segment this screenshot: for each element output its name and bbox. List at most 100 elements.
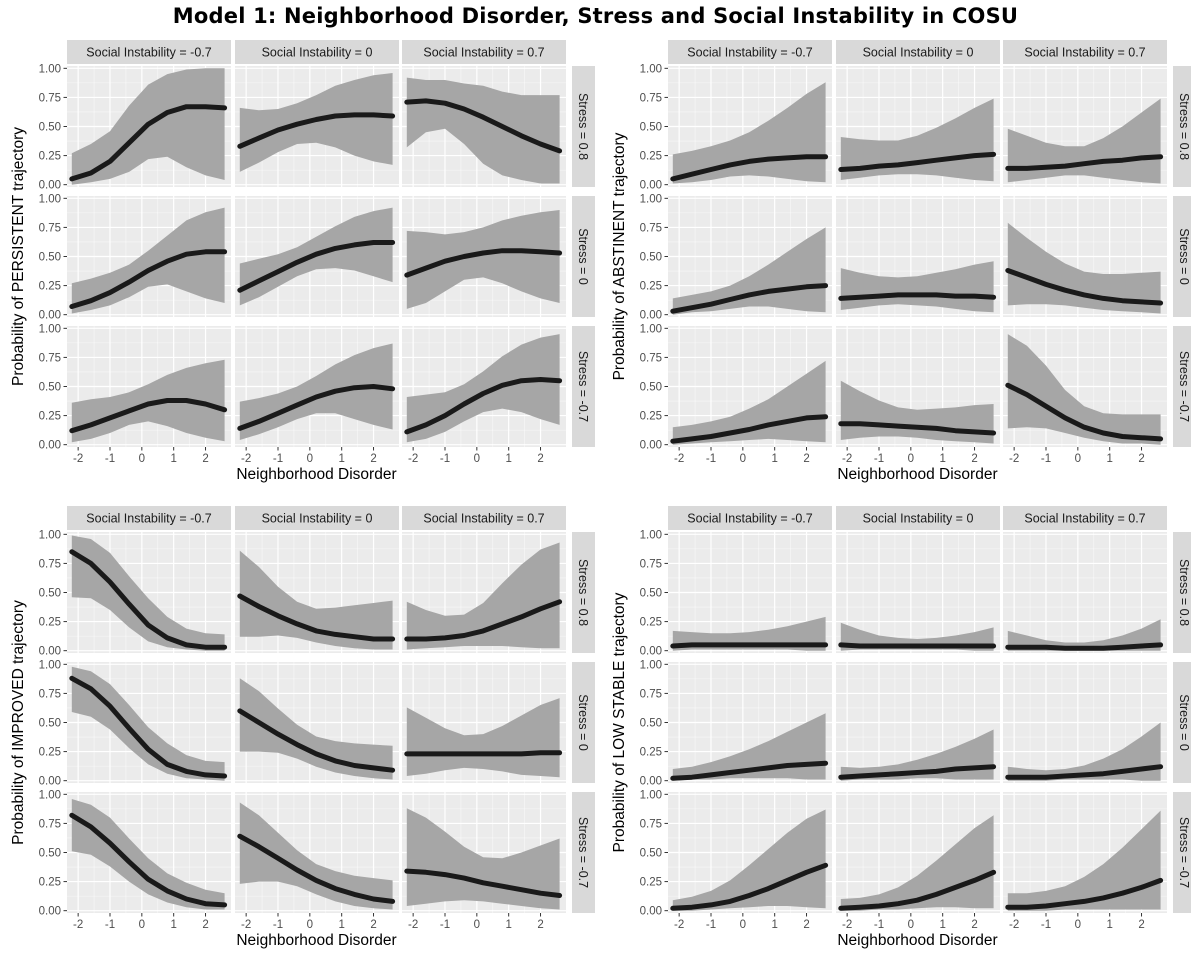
x-tick-label: -1	[1041, 919, 1051, 931]
row-strip	[1173, 66, 1191, 187]
x-tick-label: -2	[241, 453, 251, 465]
y-tick-label: 1.00	[39, 659, 61, 671]
x-tick-label: 2	[803, 453, 809, 465]
series-line	[670, 414, 829, 444]
series-line	[838, 869, 997, 911]
facet-panel	[836, 326, 1000, 447]
y-tick-label: 0.25	[39, 151, 61, 163]
series-line	[1005, 642, 1164, 651]
row-strip	[572, 326, 595, 447]
facet-panel	[836, 66, 1000, 187]
x-tick-label: -1	[105, 453, 115, 465]
x-tick-label: -2	[674, 919, 684, 931]
y-tick-label: 0.25	[39, 617, 61, 629]
column-strip	[67, 40, 231, 64]
series-line	[404, 377, 563, 435]
row-strip	[572, 66, 595, 187]
chart-group-2: Social Instability = -0.7 Social Instabil…	[611, 40, 1191, 483]
x-tick-label: -1	[706, 919, 716, 931]
confidence-ribbon	[1007, 810, 1161, 911]
x-tick-label: -1	[874, 919, 884, 931]
y-tick-label: 0.50	[640, 252, 662, 264]
y-axis-title: Probability of LOW STABLE trajectory	[611, 592, 628, 852]
x-tick-label: -1	[874, 453, 884, 465]
x-tick-label: 1	[771, 919, 777, 931]
facet-panel	[67, 532, 231, 653]
x-tick-label: -2	[1009, 919, 1019, 931]
series-line	[404, 750, 563, 757]
row-strip	[1173, 532, 1191, 653]
series-line	[404, 599, 563, 642]
facet-panel	[1003, 326, 1167, 447]
x-tick-label: 2	[803, 919, 809, 931]
x-tick-label: -2	[73, 453, 83, 465]
x-tick-label: 2	[370, 919, 376, 931]
y-tick-label: 0.00	[39, 440, 61, 452]
y-tick-label: 0.00	[640, 776, 662, 788]
y-tick-label: 0.75	[39, 558, 61, 570]
x-tick-label: 2	[202, 453, 208, 465]
x-tick-label: 1	[170, 453, 176, 465]
column-strip	[1003, 40, 1167, 64]
y-tick-label: 0.75	[640, 222, 662, 234]
confidence-ribbon	[71, 359, 225, 443]
facet-panel	[235, 196, 399, 317]
x-tick-label: 0	[307, 919, 313, 931]
y-tick-label: 1.00	[39, 323, 61, 335]
y-axis-title: Probability of PERSISTENT trajectory	[10, 127, 27, 386]
y-tick-label: 0.00	[39, 776, 61, 788]
x-tick-label: 2	[202, 919, 208, 931]
y-tick-label: 0.00	[640, 906, 662, 918]
series-line	[404, 868, 563, 898]
x-tick-label: 1	[939, 453, 945, 465]
facet-panel	[836, 196, 1000, 317]
x-tick-label: 2	[971, 453, 977, 465]
x-tick-label: -1	[440, 453, 450, 465]
facet-panel	[402, 662, 566, 783]
x-tick-label: 0	[1075, 919, 1081, 931]
x-tick-label: 2	[1138, 453, 1144, 465]
x-tick-label: 0	[139, 919, 145, 931]
facet-panel	[1003, 66, 1167, 187]
y-tick-label: 1.00	[39, 63, 61, 75]
facet-panel	[1003, 532, 1167, 653]
series-line	[69, 249, 228, 309]
x-tick-label: 0	[1075, 453, 1081, 465]
y-tick-label: 1.00	[640, 63, 662, 75]
row-strip	[572, 662, 595, 783]
facet-panel	[836, 532, 1000, 653]
row-strip	[572, 532, 595, 653]
facet-panel	[402, 66, 566, 187]
y-tick-label: 1.00	[640, 193, 662, 205]
facet-panel	[235, 532, 399, 653]
column-strip	[668, 506, 832, 530]
y-tick-label: 1.00	[640, 789, 662, 801]
facet-panel	[1003, 662, 1167, 783]
y-tick-label: 0.50	[640, 122, 662, 134]
column-strip	[836, 506, 1000, 530]
facet-panel	[402, 792, 566, 913]
row-strip-label: Stress = 0	[576, 228, 590, 285]
series-line	[838, 421, 997, 436]
column-strip-label: Social Instability = 0.7	[423, 512, 544, 526]
row-strip-label: Stress = -0.7	[576, 817, 590, 888]
row-strip	[572, 792, 595, 913]
x-tick-label: 1	[170, 919, 176, 931]
column-strip	[1003, 506, 1167, 530]
y-tick-label: 1.00	[640, 529, 662, 541]
series-line	[670, 283, 829, 314]
series-line	[1005, 382, 1164, 442]
x-tick-label: 0	[474, 919, 480, 931]
y-tick-label: 0.75	[39, 92, 61, 104]
series-line	[69, 549, 228, 650]
x-tick-label: 1	[505, 919, 511, 931]
facet-panel	[1003, 792, 1167, 913]
x-tick-label: 0	[740, 919, 746, 931]
column-strip-label: Social Instability = -0.7	[687, 512, 812, 526]
facet-panel	[836, 662, 1000, 783]
confidence-ribbon	[406, 210, 560, 309]
row-strip	[1173, 196, 1191, 317]
y-tick-label: 0.00	[39, 180, 61, 192]
facet-panel	[668, 792, 832, 913]
y-tick-label: 0.50	[640, 382, 662, 394]
